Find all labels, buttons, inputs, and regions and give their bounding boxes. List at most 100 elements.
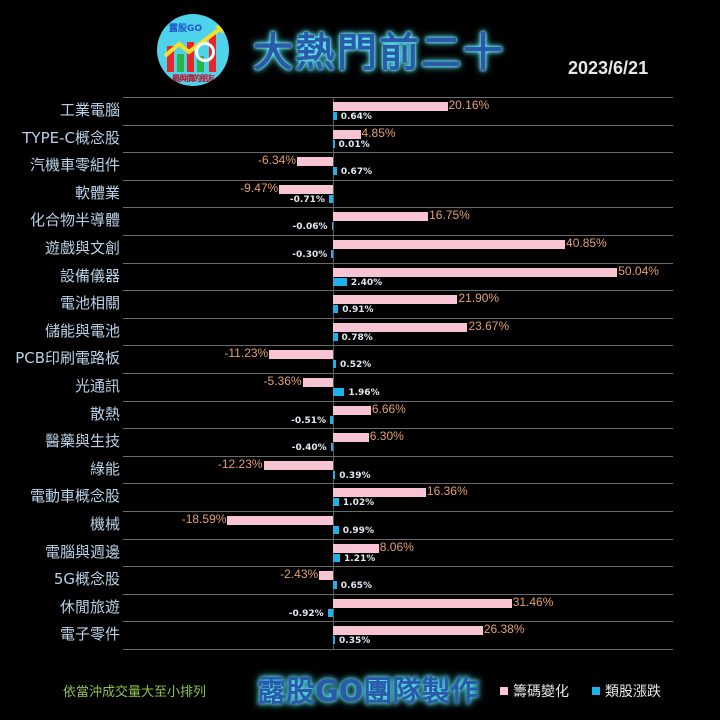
logo-bar-icon bbox=[177, 54, 184, 72]
chip-change-bar bbox=[296, 157, 333, 167]
chip-change-bar bbox=[263, 460, 333, 470]
chip-change-value: 31.46% bbox=[512, 594, 554, 609]
chart-row: 5G概念股 -2.43% 0.65% bbox=[0, 566, 720, 594]
legend-swatch-pink bbox=[500, 687, 508, 695]
chart-row: 設備儀器 50.04% 2.40% bbox=[0, 263, 720, 291]
category-label: 光通訊 bbox=[74, 377, 120, 395]
chip-change-value: 16.36% bbox=[426, 484, 468, 499]
gridline bbox=[123, 262, 673, 264]
chip-change-value: 4.85% bbox=[361, 125, 396, 140]
chip-change-bar bbox=[319, 571, 333, 581]
sector-change-value: 1.02% bbox=[342, 498, 375, 509]
category-label: 設備儀器 bbox=[59, 266, 120, 285]
sector-change-bar bbox=[328, 194, 333, 203]
sector-change-value: 0.99% bbox=[342, 526, 374, 536]
chip-change-bar bbox=[333, 102, 448, 111]
category-label: TYPE-C概念股 bbox=[22, 128, 120, 147]
logo-bar-icon bbox=[167, 46, 174, 72]
logo: 露股GO 最與價的朋友 bbox=[157, 14, 229, 86]
sector-change-bar bbox=[333, 526, 339, 534]
category-label: 休閒旅遊 bbox=[59, 597, 120, 616]
sector-change-bar bbox=[327, 608, 333, 617]
chip-change-value: -6.34% bbox=[257, 153, 296, 168]
chip-change-bar bbox=[269, 350, 333, 360]
legend-item-sector: 類股漲跌 bbox=[592, 681, 661, 701]
chart-row: 散熱 6.66% -0.51% bbox=[0, 401, 720, 429]
chart-row: TYPE-C概念股 4.85% 0.01% bbox=[0, 125, 720, 153]
chip-change-value: 8.06% bbox=[379, 539, 414, 554]
chip-change-value: 23.67% bbox=[468, 318, 510, 333]
gridline bbox=[123, 428, 673, 430]
chart-row: 光通訊 -5.36% 1.96% bbox=[0, 373, 720, 401]
sector-change-bar bbox=[333, 636, 336, 645]
chip-change-bar bbox=[227, 516, 333, 525]
sector-change-bar bbox=[333, 167, 337, 176]
sector-change-value: -0.51% bbox=[291, 415, 327, 426]
category-label: 儲能與電池 bbox=[44, 321, 120, 340]
chart-row: 電腦與週邊 8.06% 1.21% bbox=[0, 539, 720, 567]
chip-change-bar bbox=[333, 543, 379, 553]
gridline bbox=[123, 97, 673, 98]
chip-change-bar bbox=[333, 212, 429, 222]
chip-change-bar bbox=[333, 322, 468, 332]
gridline bbox=[123, 124, 673, 126]
gridline bbox=[123, 483, 673, 485]
gridline bbox=[123, 207, 673, 209]
chip-change-value: 21.90% bbox=[458, 291, 500, 306]
category-label: 電池相關 bbox=[59, 294, 120, 313]
sector-change-value: -0.06% bbox=[292, 222, 328, 233]
chip-change-value: -18.59% bbox=[181, 512, 227, 526]
sector-change-bar bbox=[333, 388, 345, 396]
sector-change-bar bbox=[333, 332, 338, 341]
chip-change-value: -2.43% bbox=[280, 567, 319, 582]
chart-row: PCB印刷電路板 -11.23% 0.52% bbox=[0, 345, 720, 373]
sector-change-bar bbox=[333, 305, 339, 314]
gridline bbox=[123, 649, 673, 650]
sector-change-value: -0.30% bbox=[292, 250, 328, 260]
category-label: 電動車概念股 bbox=[29, 487, 120, 506]
chip-change-bar bbox=[333, 626, 483, 636]
category-label: 軟體業 bbox=[74, 183, 120, 202]
category-label: 電腦與週邊 bbox=[44, 542, 120, 561]
gridline bbox=[123, 566, 673, 568]
gridline bbox=[123, 621, 673, 623]
sector-change-bar bbox=[331, 250, 333, 258]
sector-change-bar bbox=[333, 360, 337, 369]
category-label: 綠能 bbox=[89, 459, 120, 478]
chip-change-value: 6.30% bbox=[369, 429, 404, 444]
gridline bbox=[123, 538, 673, 540]
sector-change-bar bbox=[333, 581, 337, 590]
category-label: 工業電腦 bbox=[59, 101, 120, 119]
logo-bar-icon bbox=[197, 56, 204, 72]
page-title: 大熱門前二十 bbox=[253, 29, 505, 76]
chart-row: 汽機車零組件 -6.34% 0.67% bbox=[0, 152, 720, 180]
category-label: 電子零件 bbox=[59, 625, 120, 644]
chart-row: 儲能與電池 23.67% 0.78% bbox=[0, 318, 720, 346]
chip-change-value: 40.85% bbox=[566, 236, 607, 250]
category-label: 遊戲與文創 bbox=[44, 239, 120, 257]
logo-caption: 最與價的朋友 bbox=[172, 74, 215, 83]
chart-row: 遊戲與文創 40.85% -0.30% bbox=[0, 235, 720, 263]
sector-change-bar bbox=[330, 443, 333, 452]
sector-change-value: 0.39% bbox=[339, 470, 371, 481]
chart-row: 電動車概念股 16.36% 1.02% bbox=[0, 483, 720, 511]
chip-change-bar bbox=[333, 405, 371, 415]
sector-change-value: 0.01% bbox=[338, 139, 370, 150]
chip-change-bar bbox=[333, 295, 458, 305]
sort-note: 依當沖成交量大至小排列 bbox=[63, 685, 207, 700]
chip-change-bar bbox=[279, 184, 333, 194]
gridline bbox=[123, 455, 673, 457]
legend-item-chips: 籌碼變化 bbox=[500, 681, 569, 701]
legend-label: 類股漲跌 bbox=[605, 684, 661, 700]
category-label: 汽機車零組件 bbox=[29, 156, 120, 175]
sector-change-value: 1.96% bbox=[348, 388, 380, 398]
sector-change-value: 0.91% bbox=[342, 305, 374, 316]
logo-brand: 露股GO bbox=[169, 24, 203, 34]
gridline bbox=[123, 593, 673, 595]
gridline bbox=[123, 317, 673, 319]
sector-change-value: -0.40% bbox=[291, 443, 327, 454]
magnifier-icon bbox=[195, 42, 215, 62]
chip-change-bar bbox=[333, 240, 566, 249]
chip-change-value: 16.75% bbox=[429, 208, 470, 223]
chip-change-bar bbox=[333, 433, 369, 443]
